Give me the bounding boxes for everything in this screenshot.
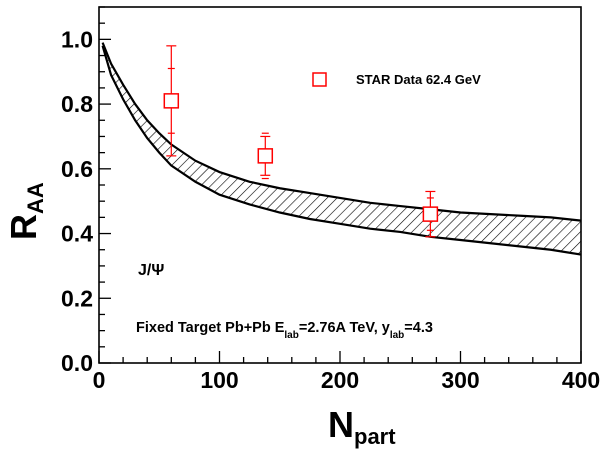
y-axis-title-sub: AA — [23, 182, 48, 214]
y-tick-label: 1.0 — [61, 26, 93, 52]
system-sub1: lab — [284, 330, 298, 341]
system-part3: =4.3 — [404, 320, 433, 336]
band-lower-line — [101, 45, 582, 256]
x-axis-title-main: N — [328, 404, 354, 445]
y-tick-label: 0.2 — [61, 285, 93, 311]
x-tick-label: 400 — [562, 367, 600, 393]
system-part1: Fixed Target Pb+Pb E — [136, 320, 285, 336]
data-point — [422, 190, 439, 238]
legend-marker — [312, 72, 327, 87]
data-marker — [163, 93, 180, 109]
y-axis-title: RAA — [3, 182, 48, 240]
data-point — [257, 132, 274, 180]
band-fill — [102, 42, 582, 255]
data-point — [163, 45, 180, 157]
y-tick-label: 0.4 — [61, 221, 93, 247]
collision-system-label: Fixed Target Pb+Pb Elab=2.76A TeV, ylab=… — [136, 320, 433, 341]
ticks-layer: 0 100 200 300 400 0.0 0.2 0.4 0.6 0.8 1.0 — [61, 6, 600, 393]
legend: STAR Data 62.4 GeV — [312, 72, 481, 87]
data-marker — [422, 206, 439, 222]
y-tick-label: 0.8 — [61, 91, 93, 117]
particle-label: J/Ψ — [138, 262, 164, 279]
y-tick-label: 0.6 — [61, 156, 93, 182]
band-layer — [101, 42, 582, 256]
system-sub2: lab — [390, 330, 404, 341]
x-tick-label: 200 — [321, 367, 359, 393]
legend-label: STAR Data 62.4 GeV — [356, 72, 481, 87]
data-marker — [257, 148, 274, 164]
x-tick-label: 300 — [441, 367, 479, 393]
x-axis-title-sub: part — [354, 424, 396, 449]
system-part2: =2.76A TeV, y — [299, 320, 390, 336]
x-tick-label: 100 — [200, 367, 238, 393]
x-axis-title: Npart — [328, 404, 396, 449]
x-tick-label: 0 — [93, 367, 106, 393]
band-upper-line — [101, 42, 582, 222]
data-layer — [163, 45, 439, 238]
y-axis-title-main: R — [3, 214, 44, 240]
y-tick-label: 0.0 — [61, 350, 93, 376]
